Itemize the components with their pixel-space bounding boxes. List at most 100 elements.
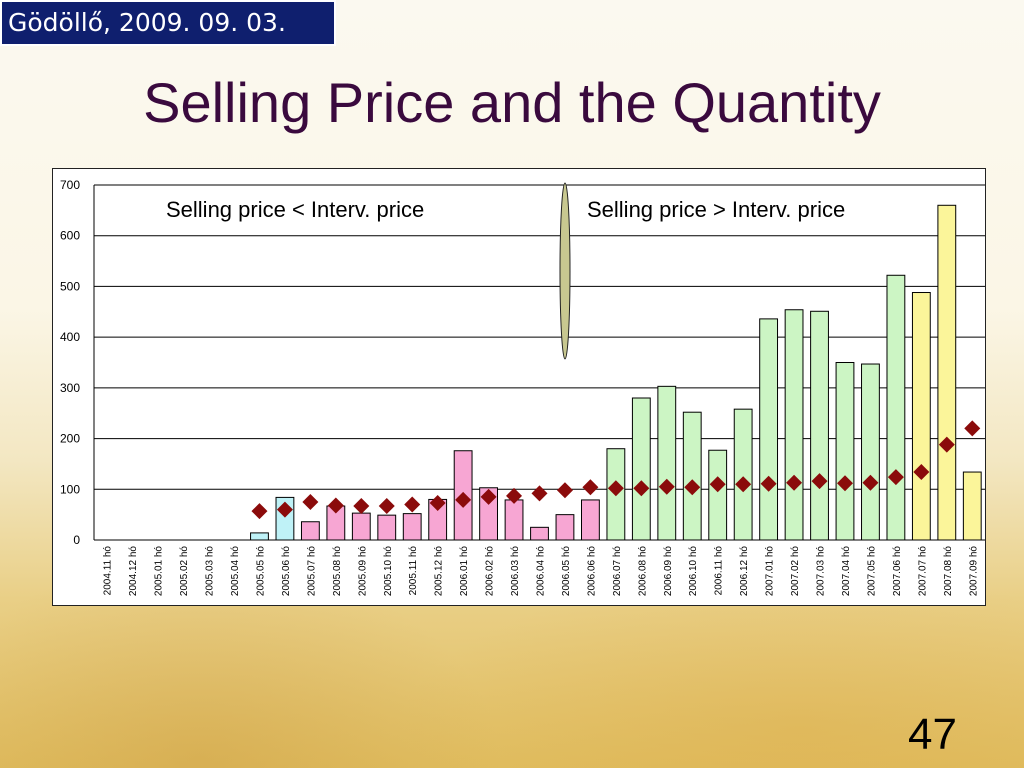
y-tick-label: 400 [60, 330, 80, 344]
x-tick-label: 2007.05 hó [866, 546, 877, 596]
x-tick-label: 2006.07 hó [612, 546, 623, 596]
bar [759, 318, 779, 541]
price-marker [836, 475, 853, 492]
y-tick-label: 500 [60, 279, 80, 293]
price-marker [251, 503, 268, 520]
price-marker [964, 420, 981, 437]
x-tick-label: 2005.09 hó [357, 546, 368, 596]
price-marker [862, 474, 879, 491]
x-tick-label: 2006.10 hó [688, 546, 699, 596]
x-axis: 2004.11 hó 2004.12 hó 2005.01 hó 2005.02 hó… [94, 539, 985, 596]
x-tick-label: 2005.03 hó [205, 546, 216, 596]
x-tick-label: 2007.01 hó [765, 546, 776, 596]
price-marker [506, 487, 523, 504]
price-marker [633, 480, 650, 497]
bar [581, 499, 600, 541]
bar [631, 397, 651, 541]
slide-title: Selling Price and the Quantity [143, 71, 881, 134]
price-marker [429, 494, 446, 511]
chart-svg: 0 100 200 300 400 500 600 700 2004.11 hó 2004.12… [60, 178, 985, 596]
x-tick-label: 2005.08 hó [332, 546, 343, 596]
bar [351, 512, 371, 541]
bar [250, 532, 269, 541]
bar [504, 499, 524, 541]
bar [300, 521, 320, 541]
x-tick-label: 2005.12 hó [434, 546, 445, 596]
x-tick-label: 2006.11 hó [714, 546, 725, 596]
price-marker [786, 474, 803, 491]
bar [402, 513, 422, 541]
annotation-below-intervention: Selling price < Interv. price [166, 197, 424, 222]
x-tick-label: 2006.02 hó [485, 546, 496, 596]
y-tick-label: 700 [60, 178, 80, 192]
x-tick-label: 2006.09 hó [663, 546, 674, 596]
price-marker [887, 469, 904, 486]
chart-annotations: Selling price < Interv. price Selling pri… [166, 182, 845, 360]
bar [886, 274, 906, 541]
bar [657, 385, 677, 541]
x-tick-label: 2006.12 hó [739, 546, 750, 596]
price-marker [735, 476, 752, 493]
y-tick-label: 0 [73, 533, 80, 547]
price-marker [404, 496, 421, 513]
x-tick-label: 2007.03 hó [816, 546, 827, 596]
price-marker [302, 493, 319, 510]
price-markers [251, 420, 981, 520]
price-marker [531, 485, 548, 502]
bar [530, 526, 549, 541]
bar [555, 514, 575, 541]
price-marker [327, 497, 344, 514]
chart-panel: 0 100 200 300 400 500 600 700 2004.11 hó 2004.12… [52, 168, 986, 606]
price-marker [760, 475, 777, 492]
x-tick-label: 2005.07 hó [306, 546, 317, 596]
x-tick-label: 2006.05 hó [561, 546, 572, 596]
x-tick-label: 2006.01 hó [459, 546, 470, 596]
x-tick-label: 2004.11 hó [103, 546, 114, 596]
price-marker [353, 498, 370, 515]
annotation-above-intervention: Selling price > Interv. price [587, 197, 845, 222]
x-tick-label: 2005.11 hó [408, 546, 419, 596]
bar [733, 408, 753, 541]
bar [682, 411, 702, 541]
x-tick-label: 2007.08 hó [943, 546, 954, 596]
x-tick-label: 2007.07 hó [917, 546, 928, 596]
x-tick-label: 2005.10 hó [383, 546, 394, 596]
x-tick-label: 2006.03 hó [510, 546, 521, 596]
x-tick-label: 2005.06 hó [281, 546, 292, 596]
price-marker [556, 482, 573, 499]
x-tick-label: 2004.12 hó [128, 546, 139, 596]
x-tick-label: 2006.04 hó [536, 546, 547, 596]
x-tick-label: 2005.02 hó [179, 546, 190, 596]
price-marker [480, 488, 497, 505]
bar [835, 362, 855, 541]
x-tick-label: 2007.04 hó [841, 546, 852, 596]
bar [937, 204, 957, 541]
bar [377, 514, 397, 541]
y-axis: 0 100 200 300 400 500 600 700 [60, 178, 95, 547]
y-tick-label: 200 [60, 432, 80, 446]
y-tick-label: 100 [60, 482, 80, 496]
price-marker [658, 478, 675, 495]
y-tick-label: 600 [60, 229, 80, 243]
price-marker [276, 501, 293, 518]
bar [810, 310, 829, 541]
price-marker [709, 476, 726, 493]
period-divider [559, 182, 571, 360]
x-tick-label: 2006.06 hó [586, 546, 597, 596]
date-label: Gödöllő, 2009. 09. 03. [0, 0, 336, 46]
x-tick-label: 2005.05 hó [255, 546, 266, 596]
price-marker [811, 473, 828, 490]
bar-series [250, 204, 982, 541]
price-marker [378, 498, 395, 515]
page-number: 47 [908, 710, 957, 759]
bar [962, 471, 982, 541]
x-tick-label: 2005.01 hó [154, 546, 165, 596]
x-tick-label: 2007.02 hó [790, 546, 801, 596]
price-marker [455, 491, 472, 508]
x-tick-label: 2007.09 hó [968, 546, 979, 596]
x-tick-label: 2005.04 hó [230, 546, 241, 596]
price-marker [684, 479, 701, 496]
bar [784, 309, 804, 541]
y-tick-label: 300 [60, 381, 80, 395]
bar [708, 449, 728, 541]
